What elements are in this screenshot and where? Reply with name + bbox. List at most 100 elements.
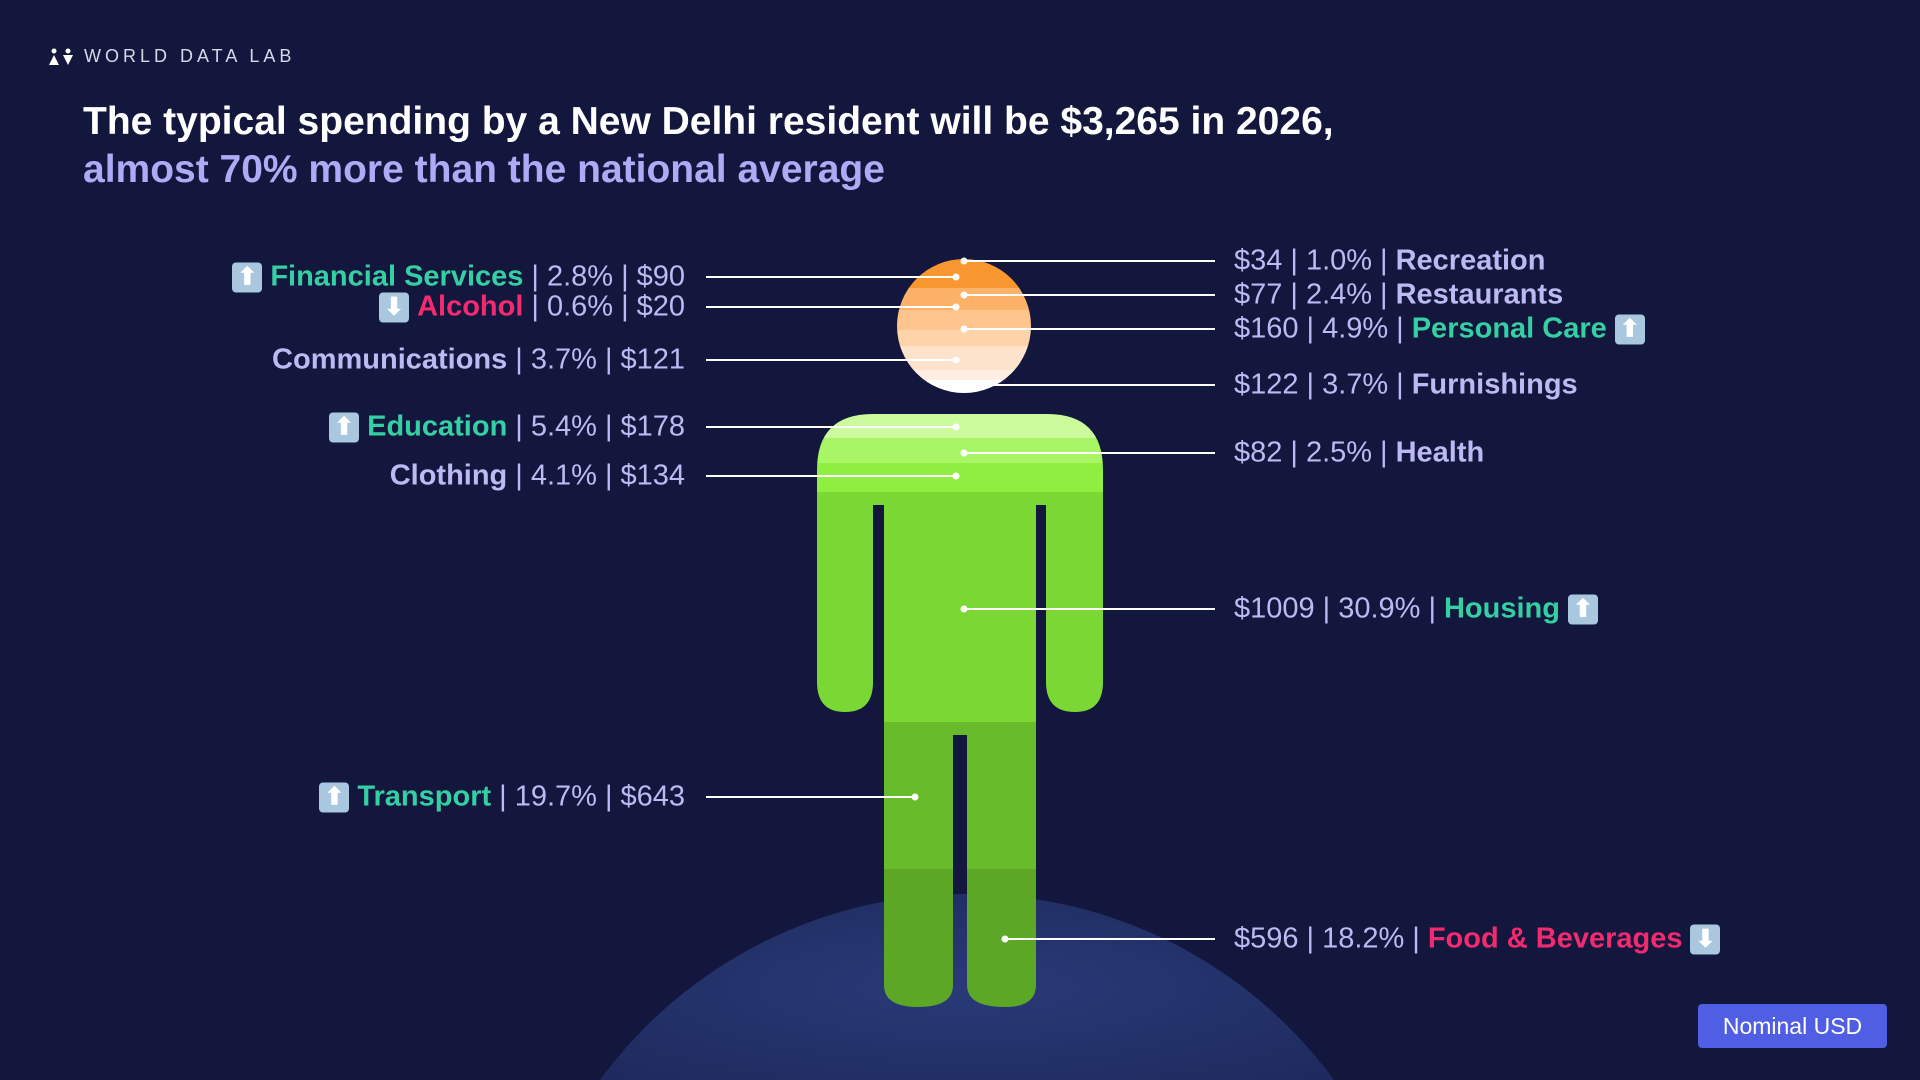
separator: |	[1396, 312, 1404, 345]
title-line-1: The typical spending by a New Delhi resi…	[83, 100, 1334, 143]
separator: |	[1290, 244, 1298, 277]
separator: |	[1380, 436, 1388, 469]
category-name: Housing	[1443, 592, 1560, 625]
separator: |	[1290, 278, 1298, 311]
separator: |	[604, 780, 613, 813]
category-label: ⬆ Financial Services | 2.8% | $90	[232, 261, 685, 294]
category-value: $134	[620, 459, 685, 492]
category-label: $160 | 4.9% | Personal Care ⬆	[1234, 313, 1645, 346]
leader-dot	[960, 605, 968, 613]
separator: |	[1396, 368, 1404, 401]
separator: |	[1380, 278, 1388, 311]
separator: |	[1290, 436, 1298, 469]
category-pct: 30.9%	[1338, 592, 1421, 625]
category-name: Transport	[357, 780, 492, 813]
category-label: $82 | 2.5% | Health	[1234, 437, 1484, 470]
category-value: $77	[1234, 278, 1283, 311]
brand-logo: WORLD DATA LAB	[48, 46, 295, 67]
separator: |	[1306, 368, 1315, 401]
category-name: Health	[1395, 436, 1485, 469]
separator: |	[1306, 922, 1315, 955]
category-value: $82	[1234, 436, 1283, 469]
category-value: $178	[620, 410, 685, 443]
category-value: $34	[1234, 244, 1283, 277]
leader-dot	[960, 381, 968, 389]
category-pct: 3.7%	[1322, 368, 1389, 401]
arrow-down-icon: ⬇	[1690, 924, 1721, 954]
category-value: $1009	[1234, 592, 1315, 625]
leader-dot	[952, 423, 960, 431]
leader-lines	[706, 257, 1215, 943]
separator: |	[1412, 922, 1420, 955]
separator: |	[604, 459, 613, 492]
category-name: Alcohol	[417, 290, 524, 323]
leader-dot	[960, 257, 968, 265]
category-name: Education	[367, 410, 508, 443]
category-pct: 1.0%	[1305, 244, 1373, 277]
category-name: Personal Care	[1411, 312, 1607, 345]
leader-dot	[911, 793, 919, 801]
category-label: Clothing | 4.1% | $134	[390, 460, 685, 493]
separator: |	[1306, 312, 1315, 345]
category-pct: 19.7%	[514, 780, 597, 813]
category-name: Financial Services	[270, 260, 524, 293]
leader-dot	[960, 325, 968, 333]
category-value: $121	[620, 343, 685, 376]
separator: |	[604, 343, 613, 376]
leader-dot	[952, 273, 960, 281]
head	[897, 259, 1031, 393]
category-pct: 4.9%	[1322, 312, 1389, 345]
separator: |	[621, 260, 629, 293]
category-label: $77 | 2.4% | Restaurants	[1234, 279, 1563, 312]
category-pct: 2.5%	[1305, 436, 1373, 469]
category-name: Restaurants	[1395, 278, 1564, 311]
people-logo-icon	[49, 48, 73, 65]
leader-dot	[960, 291, 968, 299]
category-name: Communications	[272, 343, 508, 376]
page-title: The typical spending by a New Delhi resi…	[83, 98, 1334, 194]
separator: |	[604, 410, 613, 443]
category-label: $596 | 18.2% | Food & Beverages ⬇	[1234, 922, 1721, 956]
category-label: ⬇ Alcohol | 0.6% | $20	[379, 291, 685, 324]
category-pct: 5.4%	[530, 410, 597, 443]
separator: |	[1322, 592, 1331, 625]
category-label: $34 | 1.0% | Recreation	[1234, 245, 1545, 278]
category-value: $596	[1234, 922, 1299, 955]
category-value: $90	[636, 260, 685, 293]
separator: |	[515, 410, 523, 443]
category-name: Recreation	[1395, 244, 1546, 277]
category-label: ⬆ Transport | 19.7% | $643	[319, 781, 685, 814]
category-label: ⬆ Education | 5.4% | $178	[329, 411, 685, 444]
currency-toggle-button[interactable]: Nominal USD	[1698, 1004, 1887, 1048]
category-pct: 3.7%	[530, 343, 597, 376]
title-line-2: almost 70% more than the national averag…	[83, 148, 885, 191]
category-value: $122	[1234, 368, 1299, 401]
separator: |	[1380, 244, 1388, 277]
category-label: $1009 | 30.9% | Housing ⬆	[1234, 593, 1598, 626]
leader-dot	[952, 472, 960, 480]
arrow-up-icon: ⬆	[232, 262, 263, 292]
category-pct: 18.2%	[1322, 922, 1405, 955]
category-pct: 2.8%	[546, 260, 614, 293]
brand-name: WORLD DATA LAB	[84, 46, 296, 66]
leader-dot	[960, 449, 968, 457]
separator: |	[531, 260, 539, 293]
separator: |	[1428, 592, 1436, 625]
arrow-down-icon: ⬇	[379, 292, 410, 322]
arrow-up-icon: ⬆	[1614, 314, 1645, 344]
arrow-up-icon: ⬆	[1567, 594, 1598, 624]
leader-dot	[1001, 935, 1009, 943]
category-pct: 2.4%	[1305, 278, 1373, 311]
separator: |	[499, 780, 507, 813]
leader-dot	[952, 356, 960, 364]
category-name: Furnishings	[1411, 368, 1578, 401]
category-pct: 0.6%	[546, 290, 614, 323]
category-value: $160	[1234, 312, 1299, 345]
globe	[600, 893, 1334, 1080]
separator: |	[515, 459, 523, 492]
category-pct: 4.1%	[530, 459, 597, 492]
category-value: $643	[620, 780, 685, 813]
category-value: $20	[636, 290, 685, 323]
category-name: Clothing	[389, 459, 508, 492]
